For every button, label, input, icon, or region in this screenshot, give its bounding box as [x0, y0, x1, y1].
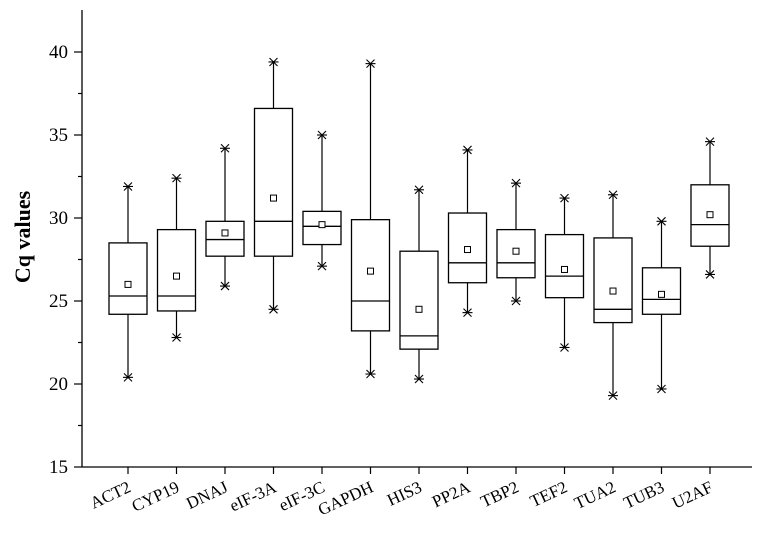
- max-marker-cyp19: [171, 173, 182, 183]
- x-tick-label-u2af: U2AF: [669, 477, 716, 512]
- iqr-box-gapdh: [350, 219, 391, 332]
- mean-marker-tbp2: [512, 247, 520, 255]
- box-tua2: [593, 190, 633, 401]
- max-marker-eif-3a: [268, 57, 279, 67]
- x-tick-label-eif-3a: eIF-3A: [227, 477, 280, 515]
- x-tick-label-tbp2: TBP2: [478, 477, 522, 511]
- x-tick-label-tub3: TUB3: [621, 477, 668, 512]
- max-marker-his3: [414, 185, 424, 195]
- y-ticks: 15 20 25 30 35 40: [49, 42, 82, 478]
- x-tick-label-dnaj: DNAJ: [183, 477, 231, 513]
- iqr-box-dnaj: [205, 220, 245, 257]
- x-tick-label-his3: HIS3: [384, 477, 425, 509]
- box-tbp2: [496, 178, 536, 306]
- min-marker-tbp2: [511, 296, 521, 306]
- max-marker-dnaj: [220, 143, 230, 153]
- mean-marker-tub3: [658, 290, 665, 298]
- box-u2af: [690, 137, 730, 279]
- y-tick-label-40: 40: [49, 42, 68, 63]
- min-marker-pp2a: [462, 308, 473, 318]
- min-marker-eif-3c: [317, 261, 327, 271]
- box-gapdh: [350, 59, 391, 379]
- y-tick-label-15: 15: [49, 457, 68, 478]
- min-marker-dnaj: [220, 281, 230, 291]
- mean-marker-dnaj: [221, 229, 229, 237]
- iqr-box-eif-3a: [253, 107, 294, 257]
- y-tick-label-25: 25: [49, 291, 68, 312]
- min-marker-his3: [414, 374, 424, 384]
- box-dnaj: [205, 143, 245, 291]
- iqr-box-his3: [399, 250, 439, 350]
- box-cyp19: [156, 173, 197, 342]
- min-marker-tua2: [608, 391, 618, 401]
- x-tick-label-tef2: TEF2: [527, 477, 570, 511]
- max-marker-act2: [123, 182, 133, 191]
- max-marker-u2af: [705, 137, 715, 147]
- max-marker-tef2: [559, 193, 570, 203]
- min-marker-eif-3a: [268, 304, 279, 314]
- box-pp2a: [447, 145, 488, 318]
- box-eif-3a: [253, 57, 294, 314]
- max-marker-eif-3c: [317, 130, 327, 140]
- mean-marker-tef2: [561, 265, 568, 273]
- x-tick-label-cyp19: CYP19: [129, 477, 182, 515]
- mean-marker-eif-3c: [318, 221, 326, 229]
- mean-marker-act2: [124, 280, 132, 288]
- min-marker-cyp19: [171, 333, 182, 342]
- iqr-box-tua2: [593, 237, 633, 324]
- max-marker-tbp2: [511, 178, 521, 188]
- mean-marker-gapdh: [367, 267, 374, 275]
- x-tick-label-gapdh: GAPDH: [315, 477, 376, 519]
- min-marker-tub3: [656, 384, 667, 394]
- x-tick-label-tua2: TUA2: [571, 477, 618, 513]
- y-axis-title: Cq values: [10, 190, 35, 283]
- min-marker-gapdh: [365, 369, 376, 379]
- max-marker-tub3: [656, 216, 667, 226]
- box-tub3: [641, 216, 682, 394]
- mean-marker-cyp19: [173, 272, 180, 280]
- min-marker-u2af: [705, 270, 715, 279]
- mean-marker-eif-3a: [270, 194, 277, 202]
- min-marker-act2: [123, 372, 133, 382]
- y-tick-label-35: 35: [49, 125, 68, 146]
- y-tick-label-20: 20: [49, 374, 68, 395]
- min-marker-tef2: [559, 343, 570, 352]
- mean-marker-his3: [415, 305, 423, 313]
- mean-marker-u2af: [706, 211, 714, 219]
- box-tef2: [544, 193, 585, 352]
- x-tick-label-act2: ACT2: [87, 477, 134, 512]
- mean-marker-pp2a: [464, 246, 471, 254]
- y-tick-label-30: 30: [49, 208, 68, 229]
- iqr-box-act2: [108, 242, 148, 315]
- box-act2: [108, 182, 148, 382]
- box-his3: [399, 185, 439, 384]
- boxes: [108, 57, 730, 401]
- mean-marker-tua2: [609, 287, 617, 295]
- x-tick-label-pp2a: PP2A: [429, 477, 474, 511]
- max-marker-pp2a: [462, 145, 473, 155]
- max-marker-gapdh: [365, 59, 376, 69]
- max-marker-tua2: [608, 190, 618, 200]
- iqr-box-cyp19: [156, 228, 197, 312]
- box-eif-3c: [302, 130, 342, 271]
